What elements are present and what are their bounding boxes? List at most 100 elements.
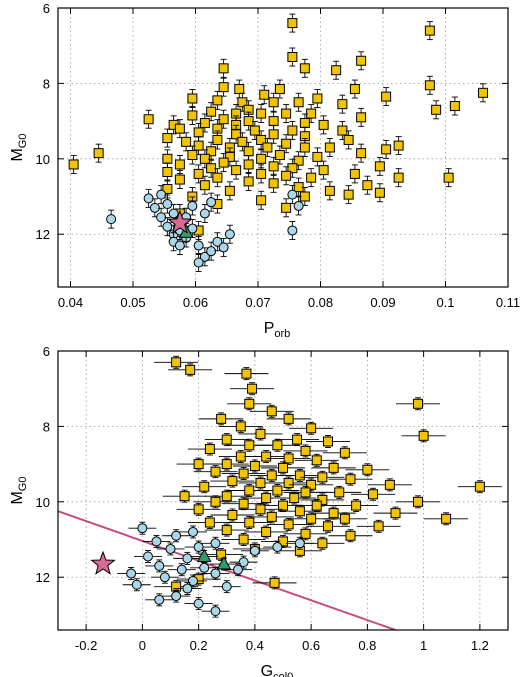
- panel-bottom-gcol0: -0.2 0 0.2 0.4 0.6 0.8 1 1.2 6 8 10 12 Gcol0 MG0: [9, 344, 509, 677]
- data-point-square: [281, 202, 292, 213]
- data-point-square: [328, 508, 339, 519]
- data-point-square: [356, 112, 367, 123]
- plot-frame: [57, 350, 509, 631]
- data-point-square: [311, 455, 322, 466]
- data-point-circle: [137, 523, 148, 534]
- x-tick-label: 0.2: [190, 638, 208, 653]
- data-point-circle: [249, 545, 260, 556]
- data-point-square: [199, 481, 210, 492]
- data-point-square: [212, 172, 223, 183]
- y-tick-label: 8: [43, 76, 50, 91]
- data-point-square: [274, 84, 285, 95]
- data-point-square: [312, 93, 323, 104]
- data-markers: [90, 355, 502, 618]
- x-tick-label: 0.07: [245, 295, 270, 310]
- data-point-square: [216, 413, 227, 424]
- data-point-square: [266, 470, 277, 481]
- data-point-square: [261, 493, 272, 504]
- data-point-square: [324, 185, 335, 196]
- data-point-square: [221, 491, 232, 502]
- data-point-square: [312, 151, 323, 162]
- data-point-square: [234, 84, 245, 95]
- data-point-circle: [199, 251, 210, 262]
- data-point-square: [443, 172, 454, 183]
- data-point-square: [221, 459, 232, 470]
- data-point-square: [206, 163, 217, 174]
- data-point-circle: [233, 564, 243, 575]
- data-point-square: [299, 191, 310, 202]
- data-point-square: [162, 153, 173, 164]
- data-point-square: [235, 451, 246, 462]
- data-point-square: [287, 52, 298, 63]
- data-point-circle: [210, 568, 221, 579]
- reference-line: [58, 510, 396, 630]
- data-point-square: [441, 513, 452, 524]
- data-point-square: [345, 474, 356, 485]
- y-tick-label: 10: [36, 152, 50, 167]
- data-point-square: [243, 146, 254, 157]
- data-point-circle: [131, 579, 142, 590]
- data-point-square: [218, 114, 229, 125]
- data-point-square: [293, 182, 304, 193]
- data-point-square: [293, 155, 304, 166]
- data-point-square: [237, 136, 248, 147]
- data-point-square: [283, 519, 294, 530]
- data-point-square: [356, 55, 367, 66]
- data-point-square: [317, 472, 328, 483]
- data-point-square: [381, 144, 392, 155]
- x-tick-label: 0.08: [308, 295, 333, 310]
- x-tick-label: 0.6: [302, 638, 320, 653]
- data-point-circle: [187, 200, 198, 211]
- data-point-square: [244, 440, 255, 451]
- data-point-circle: [149, 202, 160, 213]
- data-point-square: [143, 114, 154, 125]
- data-point-circle: [224, 229, 235, 240]
- data-point-square: [187, 110, 198, 121]
- data-point-square: [187, 150, 198, 161]
- data-point-circle: [188, 575, 198, 586]
- data-point-square: [306, 108, 317, 119]
- data-point-square: [244, 398, 255, 409]
- y-tick-label: 12: [36, 227, 50, 242]
- data-point-square: [224, 151, 235, 162]
- data-point-square: [339, 513, 350, 524]
- data-point-square: [199, 117, 210, 128]
- data-point-circle: [171, 530, 182, 541]
- data-point-circle: [176, 564, 187, 575]
- data-point-square: [256, 195, 267, 206]
- data-point-square: [306, 479, 317, 490]
- data-point-square: [174, 123, 185, 134]
- data-point-square: [268, 161, 279, 172]
- data-point-square: [373, 521, 384, 532]
- data-point-circle: [188, 526, 198, 537]
- data-point-square: [343, 189, 354, 200]
- data-point-square: [199, 180, 210, 191]
- data-point-square: [300, 445, 311, 456]
- data-point-square: [337, 125, 348, 136]
- data-point-circle: [199, 208, 210, 219]
- data-point-square: [306, 423, 317, 434]
- data-point-square: [162, 183, 173, 194]
- data-point-circle: [168, 208, 179, 219]
- data-point-square: [206, 106, 217, 117]
- x-tick-label: 0.04: [58, 295, 83, 310]
- data-point-square: [300, 487, 311, 498]
- data-point-circle: [143, 193, 154, 204]
- data-point-square: [268, 178, 279, 189]
- data-point-square: [244, 517, 255, 528]
- data-point-square: [231, 165, 242, 176]
- data-point-square: [381, 91, 392, 102]
- data-point-square: [174, 174, 185, 185]
- data-point-square: [424, 25, 435, 36]
- data-point-square: [272, 440, 283, 451]
- data-point-square: [294, 506, 305, 517]
- data-point-circle: [238, 557, 249, 568]
- data-point-square: [237, 97, 248, 108]
- data-point-square: [268, 129, 279, 140]
- data-point-circle: [154, 560, 165, 571]
- plot-frame: [57, 7, 509, 288]
- data-point-square: [204, 444, 215, 455]
- data-point-star: [90, 550, 116, 575]
- data-point-square: [293, 97, 304, 108]
- data-point-square: [243, 159, 254, 170]
